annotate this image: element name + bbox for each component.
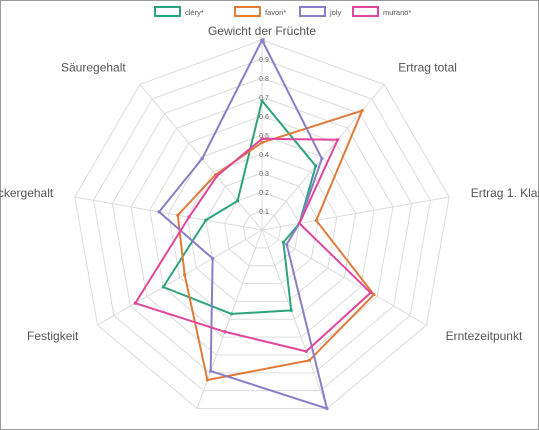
series-point xyxy=(325,406,329,411)
series-point xyxy=(297,221,302,226)
axis-labels: Gewicht der Früchte Ertrag total Ertrag 1.… xyxy=(0,24,539,430)
series-point xyxy=(260,141,264,145)
tick-label: 1 xyxy=(262,38,266,45)
series-layer xyxy=(133,38,376,411)
series-point xyxy=(157,210,161,214)
series-point xyxy=(133,301,137,305)
axis-label: Erneut kaufen xyxy=(115,428,190,430)
legend-label: cléry* xyxy=(185,8,204,17)
series-point xyxy=(260,99,264,103)
tick-label: 0.1 xyxy=(259,209,269,216)
tick-label: 0.2 xyxy=(259,190,269,197)
series-point xyxy=(211,256,215,261)
series-point xyxy=(187,215,191,219)
radar-grid xyxy=(74,39,450,410)
tick-label: 0.4 xyxy=(259,152,269,159)
grid-ring xyxy=(93,58,431,392)
series-point xyxy=(229,312,234,316)
series-point xyxy=(314,164,318,168)
grid-ring xyxy=(111,77,413,374)
grid-spoke xyxy=(97,229,263,326)
series-point xyxy=(320,157,324,161)
series-point xyxy=(336,138,340,142)
legend: cléry* favori* joly murano* xyxy=(154,6,411,17)
axis-label: Degustationsbewertung xyxy=(335,428,461,430)
series-point xyxy=(235,199,240,203)
grid-ring xyxy=(130,96,394,356)
grid-ring xyxy=(242,210,282,249)
series-point xyxy=(204,218,208,222)
axis-label: Gewicht der Früchte xyxy=(208,24,316,38)
grid-spoke xyxy=(139,84,263,231)
legend-label: murano* xyxy=(383,8,411,17)
axis-label: Festigkeit xyxy=(27,329,79,343)
series-line xyxy=(134,137,372,353)
series-point xyxy=(360,109,364,113)
axis-label: Säuregehalt xyxy=(61,61,126,75)
grid-ring xyxy=(167,134,357,320)
legend-swatch xyxy=(234,6,261,17)
tick-label: 0.5 xyxy=(259,133,269,140)
series-point xyxy=(304,349,308,354)
series-point xyxy=(372,293,376,297)
grid-ring xyxy=(74,39,450,410)
series-point xyxy=(281,240,285,244)
series-line xyxy=(158,39,328,410)
grid-spoke xyxy=(74,196,263,231)
series-point xyxy=(285,242,289,246)
grid-ring xyxy=(149,115,375,338)
series-point xyxy=(260,137,264,141)
series-point xyxy=(260,38,264,42)
grid-ring xyxy=(186,153,338,302)
series-point xyxy=(209,369,213,373)
tick-label: 0.7 xyxy=(259,95,269,102)
legend-swatch xyxy=(352,6,379,17)
series-point xyxy=(200,157,204,161)
grid-spoke xyxy=(261,229,427,326)
axis-label: Erntezeitpunkt xyxy=(446,329,523,343)
tick-label: 0.3 xyxy=(259,171,269,178)
legend-label: joly xyxy=(329,8,342,17)
legend-swatch xyxy=(154,6,181,17)
series-point xyxy=(368,291,373,295)
axis-label: Zuckergehalt xyxy=(0,186,54,200)
tick-label: 0.8 xyxy=(259,76,269,83)
legend-swatch xyxy=(299,6,326,17)
series-point xyxy=(314,218,318,223)
tick-label: 0.9 xyxy=(259,57,269,64)
series-point xyxy=(289,308,293,312)
axis-label: Ertrag total xyxy=(398,61,457,75)
series-line xyxy=(162,99,317,315)
grid-spoke xyxy=(261,84,385,231)
grid-spoke xyxy=(261,229,328,409)
radial-tick-labels: 0.1 0.2 0.3 0.4 0.5 0.6 0.7 0.8 0.9 1 xyxy=(259,38,269,216)
tick-label: 0.6 xyxy=(259,114,269,121)
grid-ring xyxy=(224,191,300,267)
series-point xyxy=(215,174,219,178)
series-point xyxy=(176,213,180,217)
series-point xyxy=(183,273,187,277)
legend-label: favori* xyxy=(265,8,286,17)
grid-spoke xyxy=(261,196,450,231)
axis-label: Ertrag 1. Klasse xyxy=(471,186,539,200)
series-point xyxy=(205,378,210,382)
series-point xyxy=(307,358,312,362)
series-point xyxy=(161,285,165,289)
series-point xyxy=(223,330,227,334)
series-line xyxy=(176,109,375,381)
